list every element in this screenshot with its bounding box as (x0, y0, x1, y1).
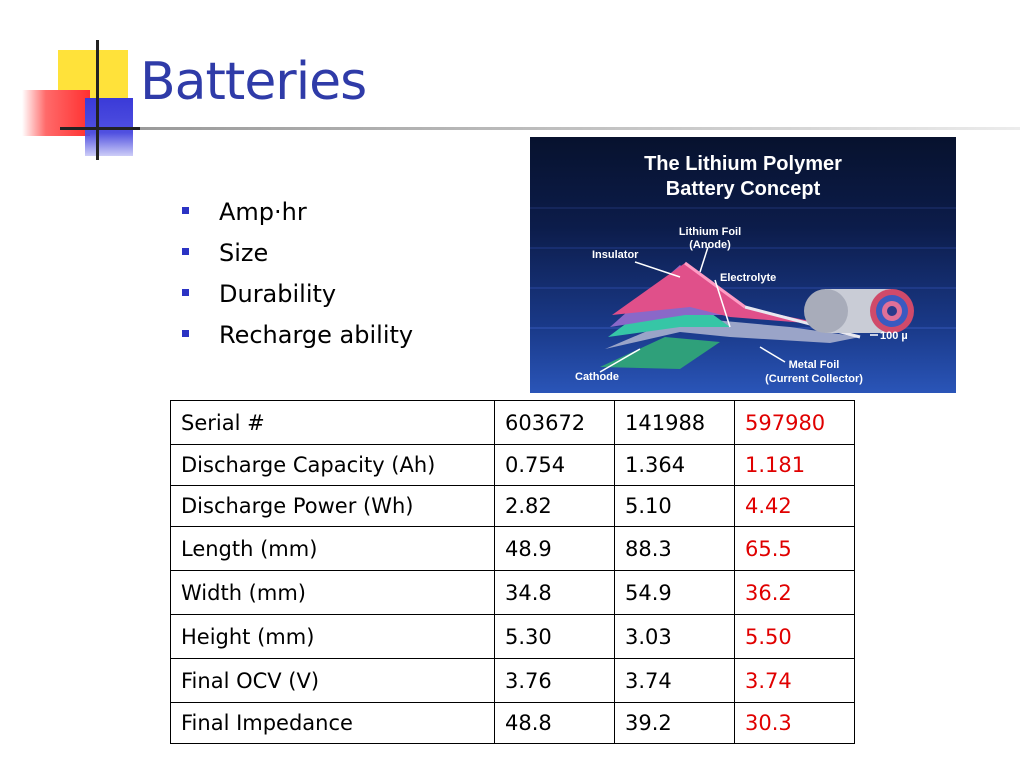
insulator-layer (612, 263, 830, 325)
logo-horizontal-line (60, 127, 180, 130)
battery-roll-back (804, 289, 848, 333)
cell-battery-3: 4.42 (734, 485, 855, 527)
cell-battery-2: 39.2 (614, 702, 735, 744)
cell-battery-1: 48.9 (494, 526, 615, 571)
logo-vertical-line (96, 40, 99, 160)
cell-battery-1: 3.76 (494, 658, 615, 703)
title-underline-rule (140, 127, 1020, 130)
cell-battery-1: 34.8 (494, 570, 615, 615)
table-row: Height (mm) 5.30 3.03 5.50 (170, 614, 855, 659)
bullet-label: Size (219, 239, 269, 267)
cell-battery-2: 3.74 (614, 658, 735, 703)
row-label: Width (mm) (170, 570, 495, 615)
bullet-square-icon (182, 206, 189, 214)
bullet-label: Amp·hr (219, 198, 307, 226)
label-anode: (Anode) (689, 239, 731, 251)
cell-battery-3: 1.181 (734, 444, 855, 486)
table-row: Discharge Capacity (Ah) 0.754 1.364 1.18… (170, 444, 855, 486)
cell-battery-2: 1.364 (614, 444, 735, 486)
table-row: Length (mm) 48.9 88.3 65.5 (170, 526, 855, 571)
cell-battery-3: 36.2 (734, 570, 855, 615)
row-label: Discharge Capacity (Ah) (170, 444, 495, 486)
bullet-square-icon (182, 329, 189, 337)
label-insulator: Insulator (592, 249, 639, 261)
table-row: Serial # 603672 141988 597980 (170, 400, 855, 445)
lithium-polymer-illustration: The Lithium Polymer Battery Concept Lith… (530, 137, 956, 393)
illustration-title-line1: The Lithium Polymer (644, 153, 842, 175)
bullet-item: Size (182, 235, 413, 276)
row-label: Final OCV (V) (170, 658, 495, 703)
label-electrolyte: Electrolyte (720, 272, 776, 284)
row-label: Length (mm) (170, 526, 495, 571)
cell-battery-2: 88.3 (614, 526, 735, 571)
bullet-label: Durability (219, 280, 337, 308)
page-title: Batteries (140, 52, 367, 112)
bullet-square-icon (182, 247, 189, 255)
battery-specs-table: Serial # 603672 141988 597980 Discharge … (170, 400, 855, 744)
cell-battery-3: 65.5 (734, 526, 855, 571)
illustration-title-line2: Battery Concept (666, 178, 821, 200)
cell-battery-3: 597980 (734, 400, 855, 445)
bullet-item: Recharge ability (182, 317, 413, 358)
label-thickness: 100 µ (880, 330, 908, 342)
cathode-layer (600, 337, 720, 369)
cell-battery-3: 3.74 (734, 658, 855, 703)
row-label: Serial # (170, 400, 495, 445)
bullet-item: Durability (182, 276, 413, 317)
bullet-square-icon (182, 288, 189, 296)
cell-battery-3: 5.50 (734, 614, 855, 659)
bullet-label: Recharge ability (219, 321, 414, 349)
cell-battery-1: 5.30 (494, 614, 615, 659)
cell-battery-2: 141988 (614, 400, 735, 445)
table-row: Width (mm) 34.8 54.9 36.2 (170, 570, 855, 615)
table-row: Final OCV (V) 3.76 3.74 3.74 (170, 658, 855, 703)
label-lithium-foil: Lithium Foil (679, 226, 741, 238)
cell-battery-2: 54.9 (614, 570, 735, 615)
cell-battery-1: 48.8 (494, 702, 615, 744)
row-label: Height (mm) (170, 614, 495, 659)
row-label: Final Impedance (170, 702, 495, 744)
cell-battery-1: 0.754 (494, 444, 615, 486)
row-label: Discharge Power (Wh) (170, 485, 495, 527)
label-metal-foil: Metal Foil (789, 359, 840, 371)
table-row: Final Impedance 48.8 39.2 30.3 (170, 702, 855, 744)
cell-battery-2: 3.03 (614, 614, 735, 659)
bullet-item: Amp·hr (182, 194, 413, 235)
cell-battery-2: 5.10 (614, 485, 735, 527)
cell-battery-3: 30.3 (734, 702, 855, 744)
label-current-collector: (Current Collector) (765, 373, 863, 385)
cell-battery-1: 603672 (494, 400, 615, 445)
bullet-list: Amp·hr Size Durability Recharge ability (182, 194, 413, 358)
cell-battery-1: 2.82 (494, 485, 615, 527)
table-row: Discharge Power (Wh) 2.82 5.10 4.42 (170, 485, 855, 527)
label-cathode: Cathode (575, 371, 619, 383)
